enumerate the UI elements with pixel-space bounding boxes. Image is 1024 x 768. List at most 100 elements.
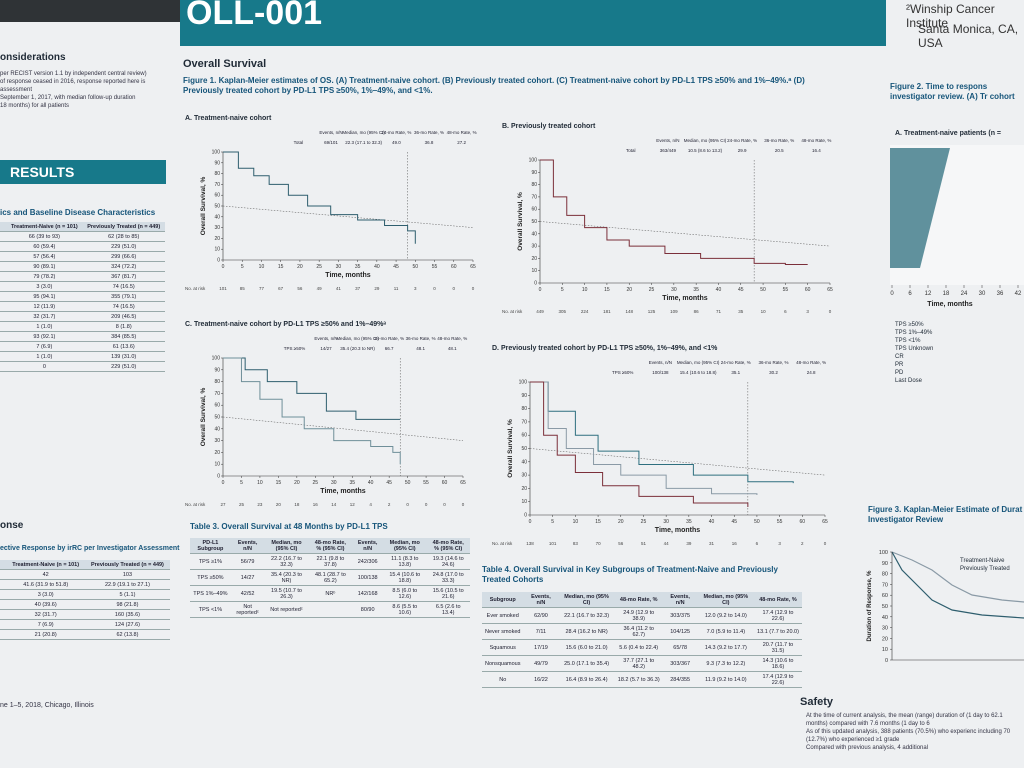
- header-cell: Median, mo (95% CI): [383, 538, 427, 554]
- table-cell: 62 (28 to 85): [82, 231, 165, 242]
- x-tick-label: 6: [908, 291, 912, 297]
- at-risk: 109: [670, 309, 678, 314]
- at-risk-label: No. at risk: [185, 502, 206, 507]
- table-title: ics and Baseline Disease Characteristics: [0, 208, 156, 217]
- table-cell: 367 (81.7): [82, 271, 165, 282]
- section-bar: RESULTS: [0, 160, 166, 184]
- list-item: Compared with previous analysis, 4 addit…: [806, 745, 929, 751]
- x-tick-label: 20: [618, 519, 624, 525]
- table-cell: 8 (1.8): [82, 321, 165, 332]
- row-label: [0, 351, 7, 362]
- table-cell: 15.6 (10.5 to 21.6): [426, 585, 470, 602]
- table-cell: 142/168: [352, 585, 384, 602]
- header-cell: 48-mo Rate, %: [754, 592, 802, 608]
- summary-cell: 22.3 (17.1 to 32.3): [345, 140, 382, 145]
- table-row: 3 (3.0) 74 (16.5): [0, 281, 165, 292]
- swimmer-plot: 0 6 12 18 24 30 36 42 Time, months: [890, 145, 1024, 308]
- table-row: Never smoked 7/11 28.4 (16.2 to NR) 36.4 (1…: [482, 623, 802, 640]
- y-tick-label: 30: [214, 225, 220, 231]
- x-tick-label: 45: [386, 480, 392, 486]
- row-label: [0, 251, 7, 262]
- table-cell: 37.7 (27.1 to 48.2): [614, 655, 663, 672]
- at-risk: 4: [369, 502, 372, 507]
- x-tick-label: 36: [997, 291, 1004, 297]
- row-label: [0, 301, 7, 312]
- summary-header: Events, n/N: [319, 130, 342, 135]
- table-cell: 7 (6.9): [6, 341, 83, 352]
- x-axis-label: Time, months: [662, 295, 707, 302]
- km-panel: A. Treatment-naive cohort Events, n/N Medi…: [183, 112, 483, 307]
- summary-header: 48-mo Rate, %: [447, 130, 477, 135]
- at-risk: 3: [778, 541, 781, 546]
- summary-cell: 49.0: [392, 140, 401, 145]
- table-cell: 18.2 (5.7 to 36.3): [614, 671, 663, 688]
- table-cell: 95 (94.1): [6, 291, 83, 302]
- summary-cell: 36.8: [425, 140, 434, 145]
- table-cell: 15.4 (10.6 to 18.8): [383, 569, 427, 586]
- table-cell: 32 (31.7): [6, 609, 85, 620]
- row-label: [0, 629, 7, 640]
- summary-header: Median, mo (95% CI): [677, 360, 720, 365]
- table-cell: 100/138: [352, 569, 384, 586]
- banner-title: OLL-001: [186, 0, 323, 32]
- table: Subgroup Events, n/N Median, mo (95% CI) 48…: [482, 592, 802, 688]
- row-label: [0, 599, 7, 610]
- y-tick-label: 50: [531, 219, 537, 225]
- y-tick-label: 0: [524, 513, 527, 519]
- table-cell: 14.3 (9.2 to 17.7): [697, 639, 754, 656]
- table-cell: 384 (85.5): [82, 331, 165, 342]
- table-cell: 62/90: [523, 607, 559, 624]
- summary-cell: 16.4: [812, 148, 821, 153]
- at-risk: 0: [425, 502, 428, 507]
- table-cell: 90 (89.1): [6, 261, 83, 272]
- list-item: TPS ≥50%: [895, 322, 924, 328]
- at-risk: 449: [536, 309, 544, 314]
- x-tick-label: 65: [460, 480, 466, 486]
- list-item: Last Dose: [895, 378, 923, 384]
- x-tick-label: 60: [800, 519, 806, 525]
- legend: TPS ≥50% TPS 1%–49% TPS <1% TPS Unknown CR PR…: [895, 322, 933, 386]
- list-item: TPS Unknown: [895, 346, 934, 352]
- km-curve: [530, 381, 749, 508]
- table-row: No 16/22 16.4 (8.9 to 26.4) 18.2 (5.7 to 36…: [482, 671, 802, 688]
- reference-line: [539, 221, 831, 247]
- x-tick-label: 30: [671, 287, 677, 293]
- table-row: 42 103: [0, 569, 170, 580]
- x-tick-label: 60: [442, 480, 448, 486]
- table-cell: Squamous: [482, 639, 524, 656]
- table-row: TPS ≥50% 14/27 35.4 (20.3 to NR) 48.1 (28.7…: [190, 569, 470, 586]
- list-item: of response ceased in 2016, response rep…: [0, 79, 146, 85]
- table-cell: 24.8 (17.0 to 33.3): [426, 569, 470, 586]
- x-tick-label: 25: [313, 480, 319, 486]
- table-cell: 25.0 (17.1 to 35.4): [558, 655, 615, 672]
- header-cell: Previously Treated (n = 449): [84, 560, 170, 570]
- table-row: 1 (1.0) 8 (1.8): [0, 321, 165, 332]
- table-cell: 35.4 (20.3 to NR): [264, 569, 309, 586]
- y-tick-label: 40: [214, 426, 220, 432]
- summary-cell: 29.9: [738, 148, 747, 153]
- at-risk: 56: [618, 541, 624, 546]
- table-row: 32 (31.7) 209 (46.5): [0, 311, 165, 322]
- table-row: 3 (3.0) 5 (1.1): [0, 589, 170, 600]
- table-cell: 12.0 (9.2 to 14.0): [697, 607, 754, 624]
- summary-header: 24-mo Rate, %: [381, 130, 411, 135]
- summary-cell: 15.4 (10.6 to 18.8): [680, 370, 717, 375]
- y-axis-label: Overall Survival, %: [507, 419, 514, 478]
- y-tick-label: 90: [882, 561, 888, 567]
- x-tick-label: 50: [760, 287, 766, 293]
- y-tick-label: 90: [531, 170, 537, 176]
- table-row: 32 (31.7) 160 (35.6): [0, 609, 170, 620]
- top-strip: [0, 0, 180, 22]
- summary-cell: TPS ≥50%: [612, 370, 633, 375]
- y-tick-label: 0: [217, 258, 220, 264]
- header-cell: [0, 560, 7, 570]
- header-cell: Previously Treated (n = 449): [82, 222, 165, 232]
- at-risk: 27: [220, 502, 226, 507]
- y-tick-label: 100: [519, 380, 528, 386]
- summary-header: Median, mo (95% CI): [336, 336, 379, 341]
- table-cell: TPS <1%: [190, 601, 231, 618]
- table-cell: Never smoked: [482, 623, 524, 640]
- at-risk: 148: [625, 309, 633, 314]
- at-risk: 51: [641, 541, 647, 546]
- summary-header: 36-mo Rate, %: [758, 360, 788, 365]
